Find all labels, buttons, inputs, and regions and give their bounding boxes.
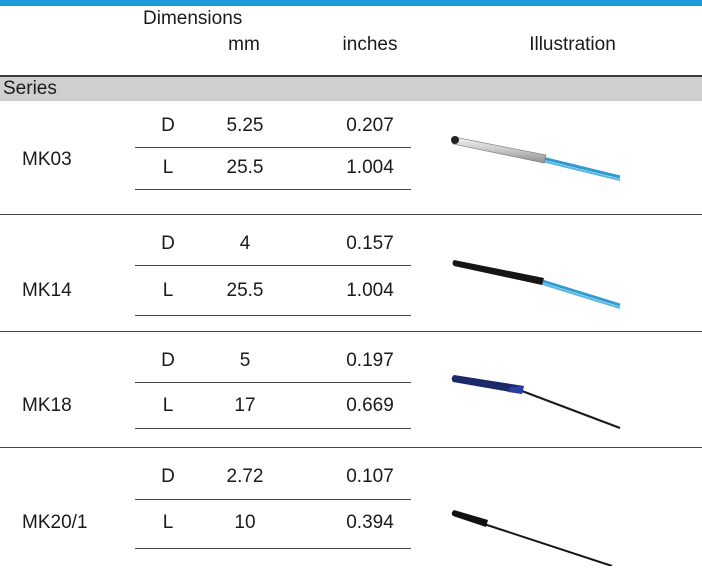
sensor-illustration-black: [452, 260, 621, 309]
series-header-band: Series: [0, 75, 702, 101]
group-separator: [0, 447, 702, 448]
top-accent-bar: [0, 0, 702, 6]
d-inches-value: 0.157: [346, 233, 394, 254]
d-mm-value: 2.72: [226, 466, 264, 487]
series-name: MK18: [22, 395, 72, 416]
table-row-group: MK14 D 4 0.157 L 25.5 1.004: [0, 215, 702, 339]
table-row-group: MK20/1 D 2.72 0.107 L 10 0.394: [0, 448, 702, 572]
group-separator: [0, 331, 702, 332]
header-illustration: Illustration: [529, 34, 616, 55]
series-name: MK20/1: [22, 512, 88, 533]
d-inches-value: 0.107: [346, 466, 394, 487]
sensor-illustration-navy: [451, 375, 621, 430]
header-series: Series: [3, 78, 57, 99]
series-name: MK03: [22, 149, 72, 170]
d-inches-value: 0.197: [346, 350, 394, 371]
dim-label-d: D: [161, 115, 175, 136]
sensor-illustration-silver: [451, 136, 621, 181]
l-mm-value: 25.5: [226, 157, 264, 178]
dim-label-d: D: [161, 233, 175, 254]
dim-label-l: L: [162, 157, 174, 178]
row-divider: [135, 315, 411, 316]
l-mm-value: 10: [234, 512, 256, 533]
dim-label-l: L: [162, 395, 174, 416]
header-dimensions: Dimensions: [143, 8, 243, 29]
row-divider: [135, 147, 411, 148]
row-divider: [135, 428, 411, 429]
group-separator: [0, 214, 702, 215]
l-mm-value: 25.5: [226, 280, 264, 301]
table-row-group: MK18 D 5 0.197 L 17 0.669: [0, 332, 702, 456]
series-name: MK14: [22, 280, 72, 301]
dim-label-d: D: [161, 350, 175, 371]
sensor-illustration-small-black: [451, 510, 613, 566]
header-inches: inches: [342, 34, 398, 55]
l-inches-value: 0.669: [346, 395, 394, 416]
l-inches-value: 0.394: [346, 512, 394, 533]
row-divider: [135, 189, 411, 190]
row-divider: [135, 548, 411, 549]
d-mm-value: 5.25: [226, 115, 264, 136]
dim-label-d: D: [161, 466, 175, 487]
row-divider: [135, 265, 411, 266]
row-divider: [135, 499, 411, 500]
l-inches-value: 1.004: [346, 280, 394, 301]
header-mm: mm: [228, 34, 260, 55]
table-row-group: MK03 D 5.25 0.207 L 25.5 1.004: [0, 101, 702, 225]
d-inches-value: 0.207: [346, 115, 394, 136]
dim-label-l: L: [162, 280, 174, 301]
dim-label-l: L: [162, 512, 174, 533]
d-mm-value: 4: [239, 233, 251, 254]
l-mm-value: 17: [234, 395, 256, 416]
d-mm-value: 5: [239, 350, 251, 371]
row-divider: [135, 382, 411, 383]
l-inches-value: 1.004: [346, 157, 394, 178]
